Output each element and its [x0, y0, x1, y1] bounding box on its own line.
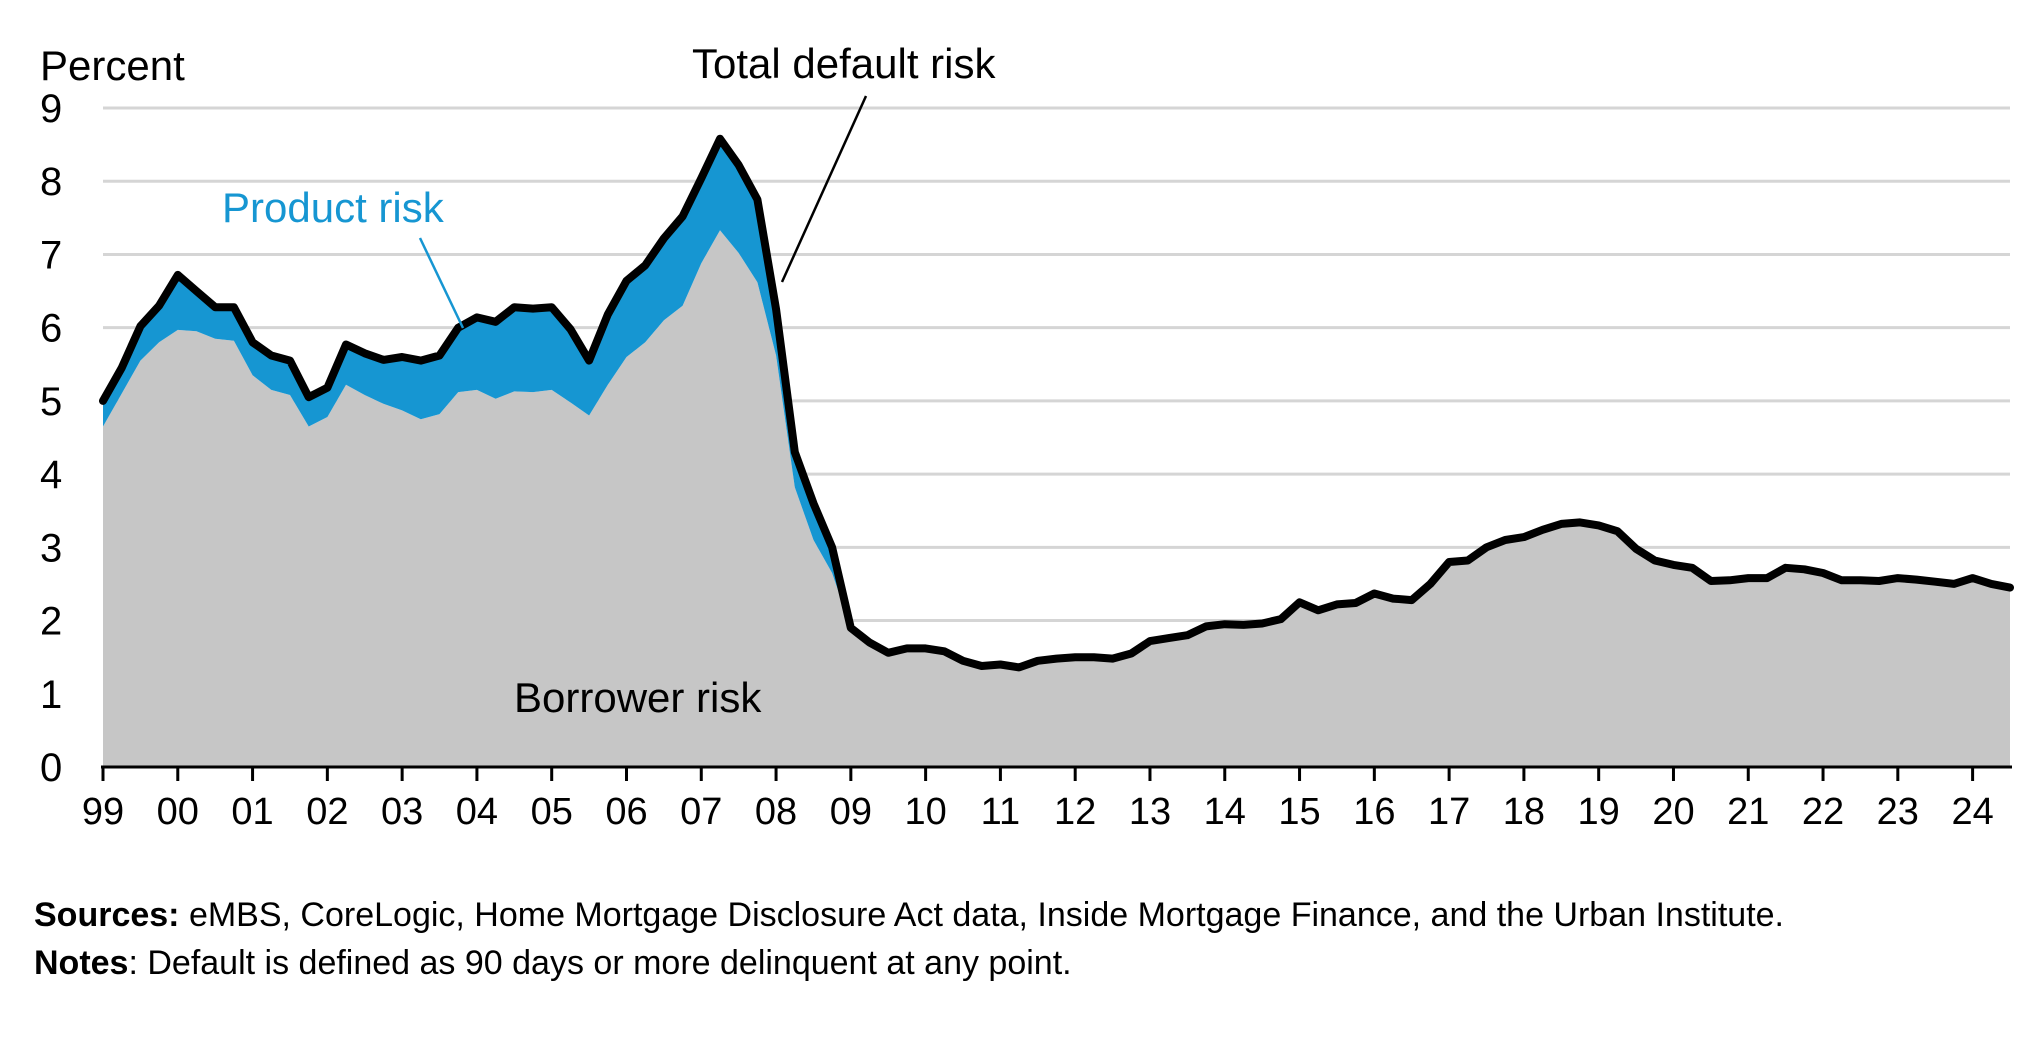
x-tick-label: 02 [306, 791, 348, 833]
x-tick-label: 00 [157, 791, 199, 833]
x-tick-label: 11 [981, 791, 1020, 833]
x-tick-label: 07 [680, 791, 722, 833]
y-tick-label: 8 [40, 160, 62, 204]
total-default-risk-label: Total default risk [692, 40, 996, 87]
sources-text: eMBS, CoreLogic, Home Mortgage Disclosur… [179, 896, 1784, 934]
x-tick-label: 99 [82, 791, 124, 833]
product-risk-leader-line [418, 237, 465, 329]
x-tick-label: 16 [1353, 791, 1395, 833]
x-tick-label: 23 [1877, 791, 1919, 833]
x-tick-label: 08 [755, 791, 797, 833]
x-tick-label: 05 [531, 791, 573, 833]
x-tick-label: 20 [1652, 791, 1694, 833]
x-tick-label: 10 [904, 791, 946, 833]
x-tick-label: 15 [1278, 791, 1320, 833]
x-tick-label: 13 [1129, 791, 1171, 833]
x-tick-label: 21 [1727, 791, 1769, 833]
notes-text: : Default is defined as 90 days or more … [128, 944, 1072, 982]
x-tick-label: 24 [1951, 791, 1993, 833]
x-tick-label: 18 [1503, 791, 1545, 833]
y-tick-label: 2 [40, 600, 62, 644]
x-tick-label: 14 [1204, 791, 1246, 833]
borrower-risk-label: Borrower risk [514, 674, 762, 721]
y-tick-label: 5 [40, 380, 62, 424]
x-tick-label: 09 [830, 791, 872, 833]
x-tick-label: 01 [231, 791, 273, 833]
x-tick-labels: 99 00 01 02 03 04 05 06 07 08 09 10 11 12 13 14 15 16 17 18… [82, 767, 1994, 833]
x-tick-label: 12 [1054, 791, 1096, 833]
product-risk-label: Product risk [222, 184, 445, 231]
x-tick-label: 06 [605, 791, 647, 833]
y-tick-label: 3 [40, 526, 62, 570]
y-tick-label: 6 [40, 307, 62, 351]
sources-label: Sources: [34, 896, 180, 934]
notes-label: Notes [34, 944, 129, 982]
y-tick-label: 1 [40, 673, 62, 717]
total-default-risk-leader-line [780, 95, 868, 283]
y-tick-label: 9 [40, 87, 62, 131]
y-tick-label: 7 [40, 233, 62, 277]
y-axis-label: Percent [40, 42, 185, 89]
borrower-risk-area [103, 230, 2010, 768]
x-tick-label: 19 [1578, 791, 1620, 833]
y-tick-labels: 0 1 2 3 4 5 6 7 8 9 [40, 87, 62, 790]
x-tick-label: 22 [1802, 791, 1844, 833]
sources-note: Sources: eMBS, CoreLogic, Home Mortgage … [34, 898, 1784, 932]
notes-note: Notes: Default is defined as 90 days or … [34, 946, 1072, 980]
x-tick-label: 03 [381, 791, 423, 833]
x-tick-label: 04 [456, 791, 498, 833]
y-tick-label: 4 [40, 453, 62, 497]
x-tick-label: 17 [1428, 791, 1470, 833]
y-tick-label: 0 [40, 746, 62, 790]
total-default-risk-line [99, 134, 2014, 672]
